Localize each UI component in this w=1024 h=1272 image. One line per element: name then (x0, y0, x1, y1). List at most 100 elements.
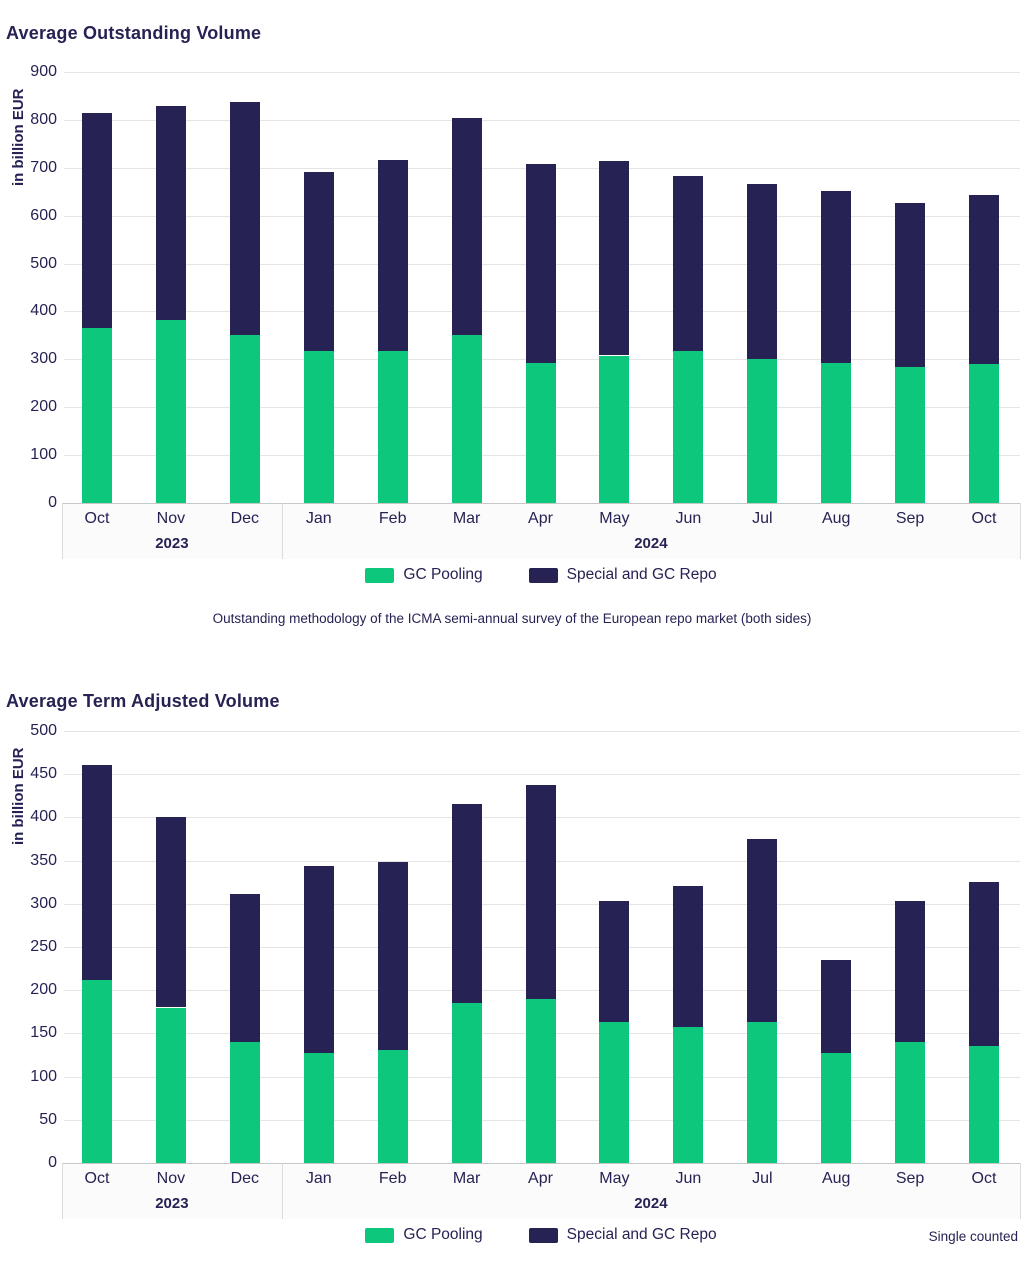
bar-feb-special-gc-repo (377, 160, 408, 352)
bar-aug-gc-pooling (821, 1053, 852, 1163)
bar-jun-special-gc-repo (673, 175, 704, 352)
y-tick-label: 300 (30, 350, 57, 368)
x-tick-label: Mar (452, 1170, 481, 1187)
bar-mar-gc-pooling (451, 1003, 482, 1163)
chart-title: Average Outstanding Volume (6, 22, 262, 43)
bar-jul-gc-pooling (747, 358, 778, 503)
bar-oct-gc-pooling (969, 1046, 999, 1163)
y-tick-label: 450 (30, 765, 57, 783)
y-tick-label: 50 (39, 1110, 57, 1128)
x-tick-label: Oct (84, 1170, 110, 1187)
bar-apr-special-gc-repo (525, 784, 556, 999)
x-tick-label: Oct (971, 1170, 997, 1187)
y-tick-label: 400 (30, 302, 57, 320)
y-tick-label: 200 (30, 398, 57, 416)
bar-nov-special-gc-repo (155, 816, 186, 1008)
year-label-2024: 2024 (634, 535, 668, 552)
bar-may-special-gc-repo (599, 160, 630, 356)
plot-area: 0 100 200 300 400 500 600 700 800 900 Oct Nov Dec Jan… (30, 63, 1021, 559)
bar-sep-special-gc-repo (895, 901, 926, 1042)
year-group-separator (281, 1163, 283, 1219)
x-tick-label: Nov (156, 1170, 186, 1187)
x-tick-label: Nov (156, 510, 186, 527)
x-tick-label: Mar (452, 510, 481, 527)
chart-average-outstanding-volume: Average Outstanding Volume in billion EU… (6, 22, 1021, 626)
y-tick-label: 150 (30, 1024, 57, 1042)
x-tick-label: Jun (675, 510, 702, 527)
bar-nov-special-gc-repo (155, 105, 186, 320)
y-tick-label: 600 (30, 206, 57, 224)
bar-feb-special-gc-repo (377, 862, 408, 1050)
y-tick-label: 300 (30, 894, 57, 912)
year-group-separator (62, 1163, 63, 1219)
bar-jan-special-gc-repo (303, 865, 334, 1054)
bar-aug-gc-pooling (821, 362, 852, 503)
bar-apr-gc-pooling (525, 998, 556, 1163)
y-tick-label: 400 (30, 808, 57, 826)
bar-sep-gc-pooling (895, 1042, 926, 1163)
legend: GC Pooling Special and GC Repo (62, 1226, 1020, 1244)
bar-nov-gc-pooling (155, 1007, 186, 1163)
bar-dec-gc-pooling (229, 335, 260, 503)
y-tick-label: 350 (30, 851, 57, 869)
x-tick-label: Aug (821, 510, 851, 527)
gridline (64, 774, 1020, 776)
bar-aug-special-gc-repo (821, 960, 852, 1054)
bar-dec-special-gc-repo (229, 894, 260, 1042)
bar-jul-gc-pooling (747, 1022, 778, 1163)
legend-label-gc-pooling: GC Pooling (403, 566, 483, 583)
bar-dec-special-gc-repo (229, 101, 260, 336)
bar-mar-gc-pooling (451, 335, 482, 503)
x-tick-label: Sep (895, 510, 925, 527)
bar-mar-special-gc-repo (451, 804, 482, 1004)
year-label-2023: 2023 (155, 1195, 189, 1212)
chart-footnote: Outstanding methodology of the ICMA semi… (212, 611, 812, 626)
bar-oct-special-gc-repo (82, 113, 112, 328)
bar-nov-gc-pooling (155, 319, 186, 503)
year-group-separator (1020, 1163, 1021, 1219)
x-tick-label: Apr (528, 1170, 553, 1187)
x-tick-label: Jan (305, 1170, 332, 1187)
y-tick-label: 500 (30, 722, 57, 739)
bar-oct-gc-pooling (82, 327, 112, 503)
bar-feb-gc-pooling (377, 1049, 408, 1163)
legend-swatch-special-gc-repo (528, 567, 558, 583)
year-group-separator (1020, 503, 1021, 559)
y-tick-label: 200 (30, 981, 57, 999)
chart-title: Average Term Adjusted Volume (6, 690, 280, 711)
bar-oct-gc-pooling (82, 979, 112, 1163)
bar-may-special-gc-repo (599, 901, 630, 1023)
legend-item-special-gc-repo: Special and GC Repo (528, 566, 717, 584)
bar-apr-gc-pooling (525, 362, 556, 503)
x-axis-line (62, 503, 1020, 504)
x-tick-label: May (599, 1170, 630, 1187)
legend-swatch-gc-pooling (365, 567, 395, 583)
x-tick-label: Feb (378, 510, 407, 527)
bar-oct-gc-pooling (969, 363, 999, 503)
year-label-2024: 2024 (634, 1195, 668, 1212)
gridline (64, 119, 1020, 121)
x-tick-label: May (599, 510, 630, 527)
bar-jun-gc-pooling (673, 1027, 704, 1163)
year-label-2023: 2023 (155, 535, 189, 552)
legend-item-special-gc-repo: Special and GC Repo (528, 1226, 717, 1244)
x-tick-label: Dec (230, 510, 260, 527)
plot-area: 0 50 100 150 200 250 300 350 400 450 500 Oct Nov Dec J… (0, 656, 1024, 1272)
x-tick-label: Dec (230, 1170, 260, 1187)
bar-dec-gc-pooling (229, 1042, 260, 1163)
x-tick-label: Jul (752, 510, 773, 527)
legend-label-special-gc-repo: Special and GC Repo (566, 1226, 717, 1243)
legend-swatch-gc-pooling (365, 1227, 395, 1243)
bar-may-gc-pooling (599, 355, 630, 503)
year-group-separator (62, 503, 63, 559)
y-tick-label: 100 (30, 446, 57, 464)
x-tick-label: Oct (971, 510, 997, 527)
gridline (64, 731, 1020, 732)
bar-aug-special-gc-repo (821, 191, 852, 363)
bar-feb-gc-pooling (377, 351, 408, 503)
bar-jul-special-gc-repo (747, 183, 778, 359)
x-tick-label: Aug (821, 1170, 851, 1187)
y-tick-label: 800 (30, 110, 57, 128)
bar-mar-special-gc-repo (451, 117, 482, 336)
legend-label-gc-pooling: GC Pooling (403, 1226, 483, 1243)
